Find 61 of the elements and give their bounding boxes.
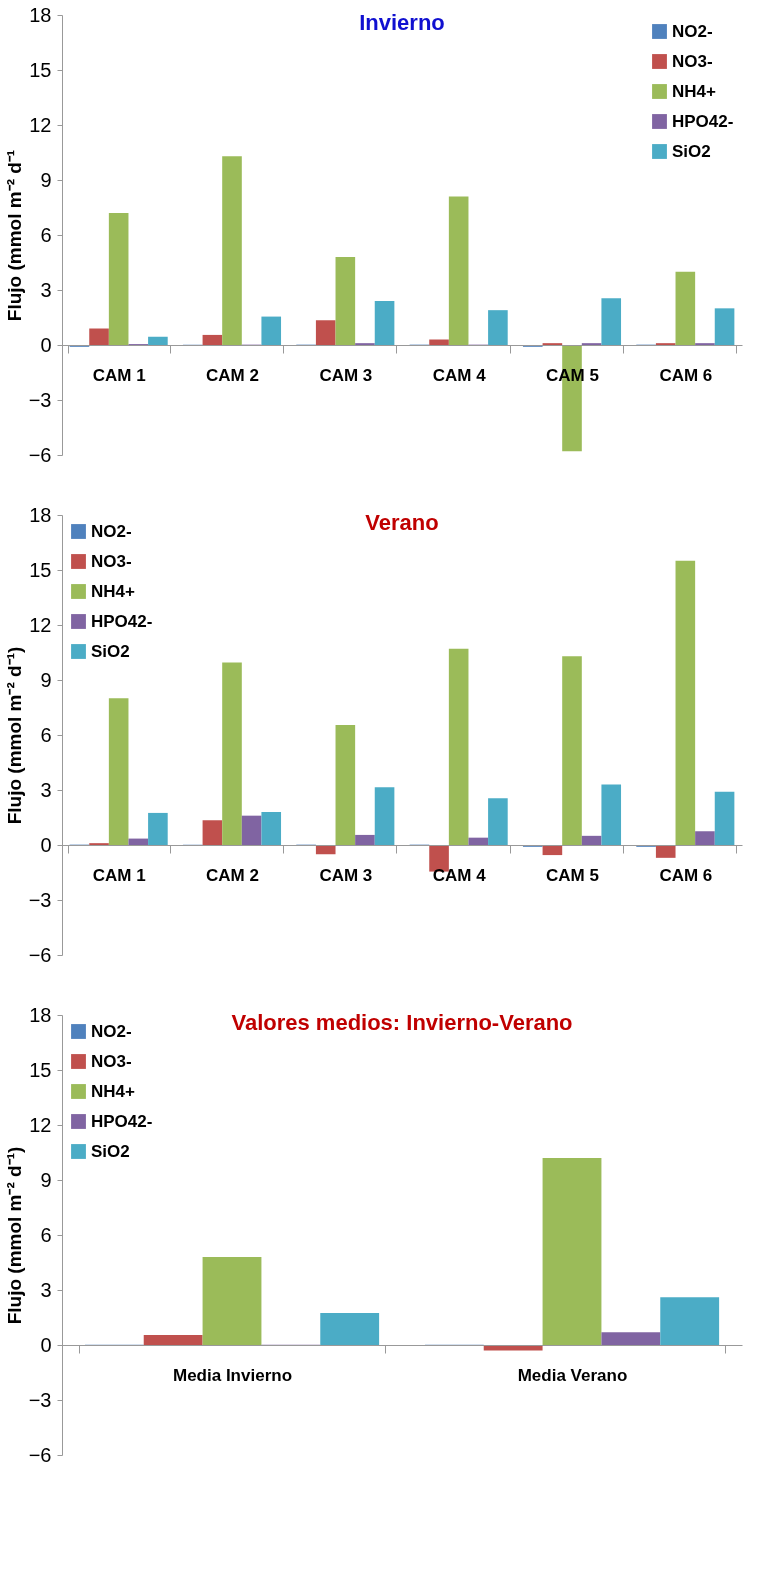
y-tick-label: 18 xyxy=(29,503,52,526)
legend-label: HPO42- xyxy=(672,111,734,131)
y-tick-label: −3 xyxy=(28,388,52,411)
y-tick-label: −6 xyxy=(28,443,52,466)
y-tick-label: 12 xyxy=(29,613,52,636)
y-tick-label: 6 xyxy=(40,723,52,746)
x-tick-label: CAM 1 xyxy=(92,365,146,385)
legend-label: NO2- xyxy=(91,521,132,541)
legend-label: SiO2 xyxy=(91,641,130,661)
chart-title: Valores medios: Invierno-Verano xyxy=(231,1010,573,1035)
legend-label: NO2- xyxy=(672,21,713,41)
y-tick-label: 9 xyxy=(40,168,52,191)
chart-title: Verano xyxy=(365,510,439,535)
y-tick-label: −3 xyxy=(28,1388,52,1411)
x-tick-label: CAM 5 xyxy=(546,865,599,885)
chart-title: Invierno xyxy=(359,10,445,35)
y-axis-title: Flujo (mmol m⁻² d⁻¹) xyxy=(3,1146,25,1325)
x-tick-label: CAM 2 xyxy=(206,365,259,385)
y-tick-label: 9 xyxy=(40,1168,52,1191)
legend-label: NO3- xyxy=(91,1051,132,1071)
legend-label: HPO42- xyxy=(91,1111,153,1131)
legend-label: NO2- xyxy=(91,1021,132,1041)
x-tick-label: CAM 6 xyxy=(659,865,713,885)
y-tick-label: 12 xyxy=(29,113,52,136)
y-tick-label: 15 xyxy=(29,1058,52,1081)
x-tick-label: CAM 4 xyxy=(432,865,487,885)
x-tick-label: Media Invierno xyxy=(172,1365,293,1385)
y-tick-label: −3 xyxy=(28,888,52,911)
x-tick-label: Media Verano xyxy=(517,1365,628,1385)
y-tick-label: −6 xyxy=(28,1443,52,1466)
y-tick-label: 3 xyxy=(40,1278,52,1301)
legend-label: NH4+ xyxy=(91,1081,136,1101)
y-tick-label: 0 xyxy=(40,833,52,856)
x-tick-label: CAM 4 xyxy=(432,365,487,385)
y-tick-label: 0 xyxy=(40,1333,52,1356)
x-tick-label: CAM 3 xyxy=(319,865,373,885)
y-tick-label: 15 xyxy=(29,558,52,581)
x-tick-label: CAM 1 xyxy=(92,865,146,885)
y-tick-label: 9 xyxy=(40,668,52,691)
y-tick-label: 6 xyxy=(40,223,52,246)
y-tick-label: 15 xyxy=(29,58,52,81)
y-axis-title: Flujo (mmol m⁻² d⁻¹ xyxy=(3,149,25,322)
y-tick-label: −6 xyxy=(28,943,52,966)
legend-label: SiO2 xyxy=(672,141,711,161)
y-tick-label: 3 xyxy=(40,778,52,801)
y-tick-label: 0 xyxy=(40,333,52,356)
x-tick-label: CAM 2 xyxy=(206,865,259,885)
legend-label: NO3- xyxy=(672,51,713,71)
x-tick-label: CAM 6 xyxy=(659,365,713,385)
legend-label: NH4+ xyxy=(91,581,136,601)
y-axis-title: Flujo (mmol m⁻² d⁻¹) xyxy=(3,646,25,825)
y-tick-label: 3 xyxy=(40,278,52,301)
legend-label: SiO2 xyxy=(91,1141,130,1161)
legend-label: HPO42- xyxy=(91,611,153,631)
y-tick-label: 18 xyxy=(29,3,52,26)
y-tick-label: 12 xyxy=(29,1113,52,1136)
legend-label: NO3- xyxy=(91,551,132,571)
x-tick-label: CAM 3 xyxy=(319,365,373,385)
legend-label: NH4+ xyxy=(672,81,717,101)
y-tick-label: 6 xyxy=(40,1223,52,1246)
y-tick-label: 18 xyxy=(29,1003,52,1026)
